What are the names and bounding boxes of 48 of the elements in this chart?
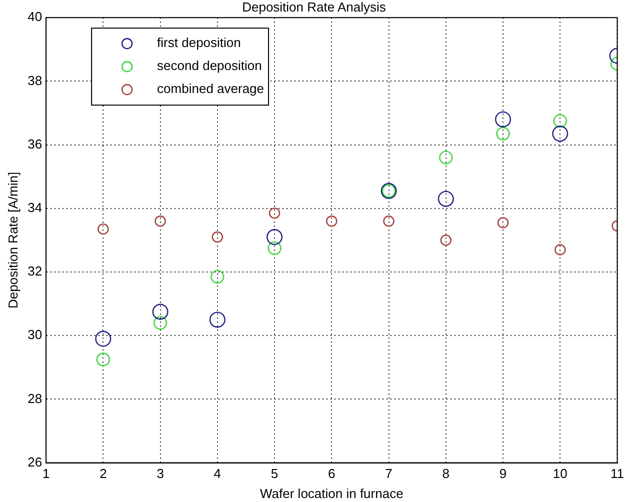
legend-label: combined average xyxy=(157,81,264,96)
point xyxy=(439,150,453,164)
legend-label: first deposition xyxy=(157,35,241,50)
y-tick-label: 36 xyxy=(28,136,42,152)
x-tick-label: 1 xyxy=(42,466,50,482)
x-tick-label: 8 xyxy=(442,466,450,482)
chart-title: Deposition Rate Analysis xyxy=(242,0,386,14)
x-tick-label: 3 xyxy=(156,466,164,482)
point xyxy=(209,312,226,328)
y-tick-label: 34 xyxy=(28,200,42,215)
point xyxy=(438,190,454,207)
point xyxy=(154,216,166,227)
y-axis-title: Deposition Rate [A/min] xyxy=(5,172,20,308)
y-tick-label: 40 xyxy=(28,9,42,24)
point xyxy=(210,270,224,284)
y-tick-label: 30 xyxy=(28,327,42,342)
point xyxy=(154,316,168,330)
x-tick-label: 2 xyxy=(100,466,107,482)
y-tick-label: 28 xyxy=(28,390,42,406)
point xyxy=(553,114,567,128)
point xyxy=(554,244,566,256)
y-tick-label: 26 xyxy=(28,454,42,470)
point xyxy=(268,208,280,219)
x-tick-label: 5 xyxy=(270,466,278,482)
y-tick-label: 38 xyxy=(28,72,42,88)
x-tick-label: 9 xyxy=(499,466,507,482)
point xyxy=(268,241,282,255)
x-tick-label: 6 xyxy=(328,466,336,482)
point xyxy=(98,223,109,235)
point xyxy=(152,304,168,320)
point xyxy=(326,216,338,227)
x-tick-label: 4 xyxy=(214,466,222,482)
point xyxy=(552,126,568,142)
x-tick-label: 10 xyxy=(552,466,568,482)
point xyxy=(496,126,510,140)
point xyxy=(212,231,224,243)
x-tick-label: 7 xyxy=(385,466,392,482)
point xyxy=(383,216,394,227)
x-axis-title: Wafer location in furnace xyxy=(260,486,404,501)
point xyxy=(95,330,112,347)
point xyxy=(497,217,509,228)
point xyxy=(96,352,110,366)
legend-label: second deposition xyxy=(157,58,262,74)
x-tick-label: 11 xyxy=(610,466,624,482)
point xyxy=(495,111,512,128)
point xyxy=(266,229,283,246)
y-tick-label: 32 xyxy=(28,264,42,279)
point xyxy=(440,234,452,246)
